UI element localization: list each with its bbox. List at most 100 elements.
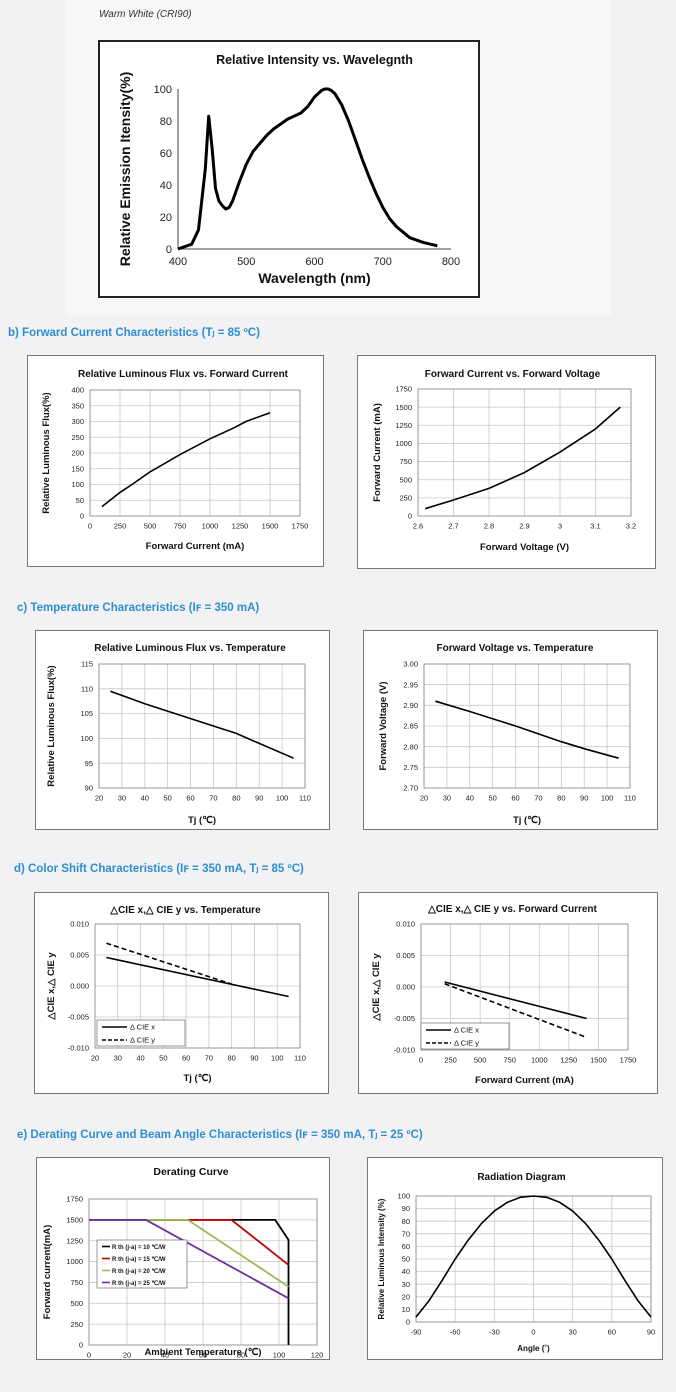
- section-d-heading: d) Color Shift Characteristics (Iꜰ = 350…: [14, 863, 304, 875]
- x-tick-label: 60: [608, 1328, 616, 1337]
- series-line: [101, 411, 271, 508]
- series-line: [110, 690, 294, 759]
- y-tick-label: 80: [402, 1217, 410, 1226]
- y-tick-label: 2.90: [403, 701, 418, 710]
- y-tick-label: 250: [71, 433, 84, 442]
- legend-box: [96, 1239, 188, 1289]
- spectrum-chart-panel: 400 500 600 700 800 0 20 40 60 80 100 Relative Inte…: [98, 40, 480, 298]
- y-tick-label: 2.95: [403, 680, 418, 689]
- chart-title: △CIE x,△ CIE y vs. Temperature: [109, 905, 261, 916]
- x-tick-label: 80: [557, 794, 565, 803]
- flux-current-chart: 0 250 500 750 1000 1250 1500 1750 0 50 100 150 200 25…: [41, 369, 308, 552]
- y-tick-label: 1250: [66, 1236, 83, 1245]
- plot-frame: [94, 923, 301, 1049]
- legend-label: Δ CIE x: [130, 1023, 155, 1032]
- x-tick-label: 750: [174, 522, 187, 531]
- y-tick-label: -0.010: [68, 1044, 89, 1053]
- x-tick-label: 500: [144, 522, 157, 531]
- x-axis-title: Ambient Temperature (℃): [144, 1347, 261, 1358]
- y-tick-label: 250: [399, 493, 412, 502]
- legend-label: Δ CIE x: [454, 1026, 479, 1035]
- x-tick-label: 40: [141, 794, 149, 803]
- x-axis-title: Forward Voltage (V): [480, 542, 569, 553]
- x-axis-title: Tj (℃): [183, 1073, 211, 1084]
- legend-label: R th (j-a) = 20 ℃/W: [112, 1268, 166, 1275]
- x-axis-title: Tj (℃): [188, 815, 216, 826]
- y-tick-label: 2.70: [403, 784, 418, 793]
- x-tick-label: 30: [443, 794, 451, 803]
- x-tick-label: 30: [118, 794, 126, 803]
- y-tick-label: 60: [402, 1242, 410, 1251]
- x-tick-label: 20: [95, 794, 103, 803]
- x-tick-label: 50: [159, 1054, 167, 1063]
- y-tick-label: 0.005: [70, 951, 89, 960]
- x-tick-label: 600: [305, 256, 323, 268]
- y-tick-label: 0: [166, 244, 172, 256]
- y-tick-label: 20: [160, 212, 172, 224]
- series-line: [89, 1219, 289, 1300]
- x-tick-label: 0: [87, 1351, 91, 1360]
- x-tick-label: 20: [123, 1351, 131, 1360]
- y-tick-label: 350: [71, 401, 84, 410]
- x-tick-label: 70: [534, 794, 542, 803]
- y-tick-label: -0.005: [68, 1013, 89, 1022]
- x-tick-label: -60: [450, 1328, 461, 1337]
- x-tick-label: 40: [161, 1351, 169, 1360]
- x-tick-label: 3.1: [590, 522, 600, 531]
- x-tick-label: 110: [624, 794, 636, 803]
- y-tick-label: 105: [80, 709, 93, 718]
- y-tick-label: 1750: [395, 385, 412, 394]
- y-tick-label: 500: [399, 475, 412, 484]
- y-tick-label: 80: [160, 116, 172, 128]
- x-tick-label: 50: [488, 794, 496, 803]
- x-tick-label: 2.6: [413, 522, 423, 531]
- y-axis-title: Relative Luminous Flux(%): [41, 392, 52, 513]
- y-axis-title: Relative Emission Itensity(%): [117, 72, 133, 267]
- x-axis-title: Forward Current (mA): [146, 541, 245, 552]
- y-tick-label: 100: [80, 734, 93, 743]
- x-tick-label: 70: [209, 794, 217, 803]
- x-tick-label: 60: [199, 1351, 207, 1360]
- series-line: [444, 983, 587, 1039]
- x-tick-label: -30: [489, 1328, 500, 1337]
- y-tick-label: 1250: [395, 421, 412, 430]
- x-tick-label: 250: [114, 522, 127, 531]
- y-tick-label: 50: [76, 496, 84, 505]
- y-tick-label: 40: [402, 1267, 410, 1276]
- flux-temp-chart-panel: 20 30 40 50 60 70 80 90 100 110 90 95 100 105 110 115 Re…: [35, 630, 330, 830]
- section-c-heading: c) Temperature Characteristics (Iꜰ = 350…: [17, 602, 260, 614]
- x-tick-label: 0: [88, 522, 92, 531]
- plot-frame: [420, 923, 629, 1051]
- y-tick-label: 90: [85, 784, 93, 793]
- y-tick-label: 40: [160, 180, 172, 192]
- legend-label: Δ CIE y: [130, 1036, 155, 1045]
- x-axis-title: Forward Current (mA): [475, 1075, 574, 1086]
- series-line: [435, 700, 619, 759]
- current-voltage-chart: 2.6 2.7 2.8 2.9 3 3.1 3.2 0 250 500 750 1000 1250 150…: [372, 369, 636, 553]
- radiation-chart-panel: -90 -60 -30 0 30 60 90 0 10 20 30 40 50 60 70 80 90 100 Ra…: [367, 1157, 663, 1360]
- y-axis-title: Relative Luminous Flux(%): [46, 665, 57, 786]
- x-tick-label: 100: [601, 794, 614, 803]
- voltage-temp-chart-panel: 20 30 40 50 60 70 80 90 100 110 2.70 2.75 2.80 2.85 2.…: [363, 630, 658, 830]
- y-axis-title: Relative Luminous Intensity (%): [377, 1198, 386, 1319]
- y-tick-label: 20: [402, 1292, 410, 1301]
- x-tick-label: 90: [250, 1054, 258, 1063]
- x-tick-label: 60: [511, 794, 519, 803]
- current-voltage-chart-panel: 2.6 2.7 2.8 2.9 3 3.1 3.2 0 250 500 750 1000 1250 150…: [357, 355, 656, 569]
- plot-frame: [423, 663, 631, 789]
- x-tick-label: 250: [444, 1056, 457, 1065]
- x-axis-title: Tj (℃): [513, 815, 541, 826]
- x-tick-label: 2.7: [448, 522, 458, 531]
- y-tick-label: 10: [402, 1305, 410, 1314]
- chart-title: Relative Luminous Flux vs. Forward Curre…: [78, 369, 289, 380]
- y-tick-label: -0.005: [394, 1014, 415, 1023]
- y-tick-label: 0: [406, 1318, 410, 1327]
- y-tick-label: 70: [402, 1229, 410, 1238]
- plot-frame: [89, 389, 301, 517]
- x-tick-label: 90: [255, 794, 263, 803]
- y-tick-label: 0.010: [396, 920, 415, 929]
- plot-frame: [98, 663, 306, 789]
- y-axis-title: Forward Voltage (V): [378, 681, 389, 770]
- x-tick-label: 90: [647, 1328, 655, 1337]
- derating-chart: 0 20 40 60 80 100 120 0 250 500 750 1000 1250 1500 175…: [42, 1166, 323, 1360]
